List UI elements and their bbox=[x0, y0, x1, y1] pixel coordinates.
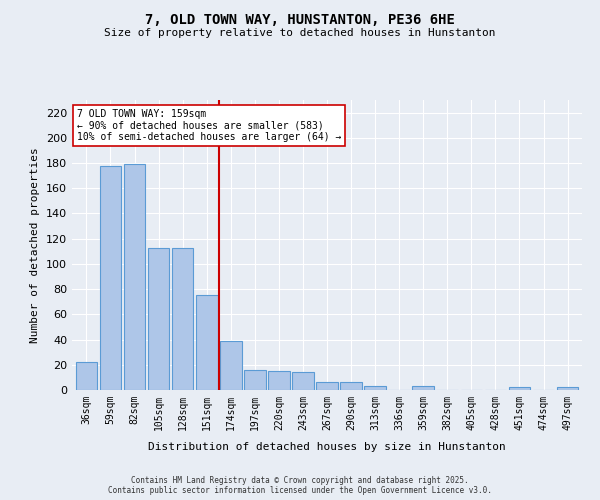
Text: Contains HM Land Registry data © Crown copyright and database right 2025.
Contai: Contains HM Land Registry data © Crown c… bbox=[108, 476, 492, 495]
Text: Distribution of detached houses by size in Hunstanton: Distribution of detached houses by size … bbox=[148, 442, 506, 452]
Bar bbox=[412, 386, 434, 390]
Bar bbox=[172, 248, 193, 390]
Text: 7 OLD TOWN WAY: 159sqm
← 90% of detached houses are smaller (583)
10% of semi-de: 7 OLD TOWN WAY: 159sqm ← 90% of detached… bbox=[77, 108, 341, 142]
Text: Size of property relative to detached houses in Hunstanton: Size of property relative to detached ho… bbox=[104, 28, 496, 38]
Bar bbox=[316, 382, 338, 390]
Bar bbox=[76, 362, 97, 390]
Bar bbox=[292, 372, 314, 390]
Bar bbox=[509, 388, 530, 390]
Y-axis label: Number of detached properties: Number of detached properties bbox=[31, 147, 40, 343]
Bar bbox=[244, 370, 266, 390]
Bar bbox=[340, 382, 362, 390]
Bar bbox=[196, 296, 218, 390]
Bar bbox=[148, 248, 169, 390]
Bar bbox=[124, 164, 145, 390]
Bar bbox=[268, 371, 290, 390]
Text: 7, OLD TOWN WAY, HUNSTANTON, PE36 6HE: 7, OLD TOWN WAY, HUNSTANTON, PE36 6HE bbox=[145, 12, 455, 26]
Bar bbox=[557, 388, 578, 390]
Bar bbox=[364, 386, 386, 390]
Bar bbox=[100, 166, 121, 390]
Bar bbox=[220, 341, 242, 390]
